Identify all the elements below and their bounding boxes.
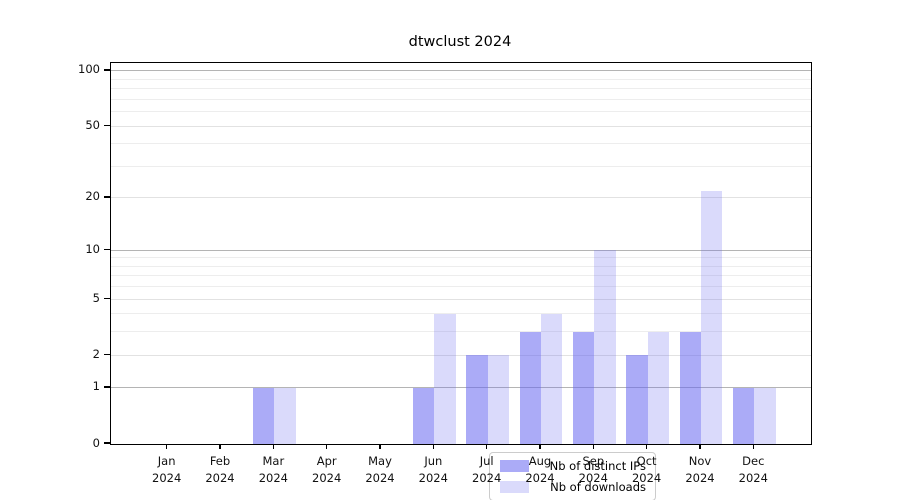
bar-downloads-oct (647, 331, 669, 444)
x-tick-mark (379, 444, 381, 449)
x-tick-mark (752, 444, 754, 449)
y-tick-label: 20 (85, 189, 100, 204)
x-tick-mark (539, 444, 541, 449)
gridline (111, 298, 811, 300)
bar-downloads-aug (540, 313, 563, 444)
gridline (111, 125, 811, 127)
gridline (111, 354, 811, 356)
x-tick-label: Aug 2024 (525, 454, 555, 485)
bar-downloads-dec (754, 387, 776, 444)
bar-downloads-nov (700, 190, 723, 444)
gridline-major (111, 70, 811, 72)
bar-distinct-ips-nov (679, 331, 701, 444)
gridline-major (111, 387, 811, 389)
gridline-minor (111, 257, 811, 259)
y-tick-label: 5 (92, 290, 100, 305)
gridline-minor (111, 313, 811, 315)
bar-distinct-ips-oct (626, 355, 648, 444)
bar-downloads-sep (594, 250, 616, 444)
plot-area: Nb of distinct IPs Nb of downloads (110, 62, 812, 500)
y-tick-label: 1 (92, 379, 100, 394)
x-tick-label: Jul 2024 (472, 454, 502, 485)
y-tick-mark (104, 124, 110, 126)
x-tick-mark (166, 444, 168, 449)
bar-distinct-ips-dec (733, 387, 755, 444)
gridline-minor (111, 88, 811, 90)
y-tick-mark (104, 442, 110, 444)
gridline-minor (111, 275, 811, 277)
x-tick-mark (486, 444, 488, 449)
gridline-minor (111, 98, 811, 100)
legend-label: Nb of downloads (550, 480, 646, 494)
x-tick-label: Jun 2024 (418, 454, 448, 485)
x-tick-label: Feb 2024 (205, 454, 235, 485)
y-tick-label: 100 (78, 62, 100, 77)
x-tick-mark (432, 444, 434, 449)
y-tick-mark (104, 297, 110, 299)
legend-swatch-downloads (500, 481, 529, 493)
legend-item: Nb of distinct IPs (496, 458, 646, 474)
y-tick-mark (104, 196, 110, 198)
bar-distinct-ips-jun (413, 387, 435, 444)
legend: Nb of distinct IPs Nb of downloads (489, 452, 656, 500)
bar-downloads-mar (274, 387, 296, 444)
bar-distinct-ips-aug (519, 331, 541, 444)
x-tick-label: Nov 2024 (685, 454, 715, 485)
gridline-minor (111, 143, 811, 145)
x-tick-mark (326, 444, 328, 449)
y-tick-mark (104, 248, 110, 250)
x-tick-mark (646, 444, 648, 449)
gridline-minor (111, 331, 811, 333)
chart-title: dtwclust 2024 (408, 34, 512, 50)
x-tick-label: Mar 2024 (258, 454, 288, 485)
gridline-minor (111, 78, 811, 80)
x-tick-mark (219, 444, 221, 449)
legend-swatch-distinct-ips (500, 460, 529, 472)
x-tick-mark (699, 444, 701, 449)
x-tick-mark (592, 444, 594, 449)
y-tick-label: 50 (85, 117, 100, 132)
bar-downloads-jun (434, 313, 456, 444)
legend-label: Nb of distinct IPs (549, 459, 646, 473)
x-tick-label: Sep 2024 (578, 454, 608, 485)
bar-distinct-ips-jul (466, 355, 488, 444)
y-tick-label: 10 (85, 241, 100, 256)
x-tick-label: Dec 2024 (738, 454, 768, 485)
gridline-minor (111, 111, 811, 113)
gridline-major (111, 249, 811, 251)
bar-distinct-ips-mar (253, 387, 275, 444)
y-tick-mark (104, 69, 110, 71)
x-tick-label: Apr 2024 (312, 454, 342, 485)
y-tick-mark (104, 386, 110, 388)
y-tick-mark (104, 353, 110, 355)
x-tick-label: Oct 2024 (631, 454, 662, 485)
y-tick-label: 2 (92, 346, 100, 361)
gridline-minor (111, 286, 811, 288)
gridline-minor (111, 165, 811, 167)
y-tick-label: 0 (92, 435, 100, 450)
x-tick-label: May 2024 (365, 454, 395, 485)
bar-downloads-jul (487, 355, 509, 444)
gridline (111, 197, 811, 199)
x-tick-label: Jan 2024 (152, 454, 182, 485)
legend-item: Nb of downloads (496, 479, 646, 495)
bar-distinct-ips-sep (573, 331, 595, 444)
gridline-minor (111, 265, 811, 267)
x-tick-mark (272, 444, 274, 449)
